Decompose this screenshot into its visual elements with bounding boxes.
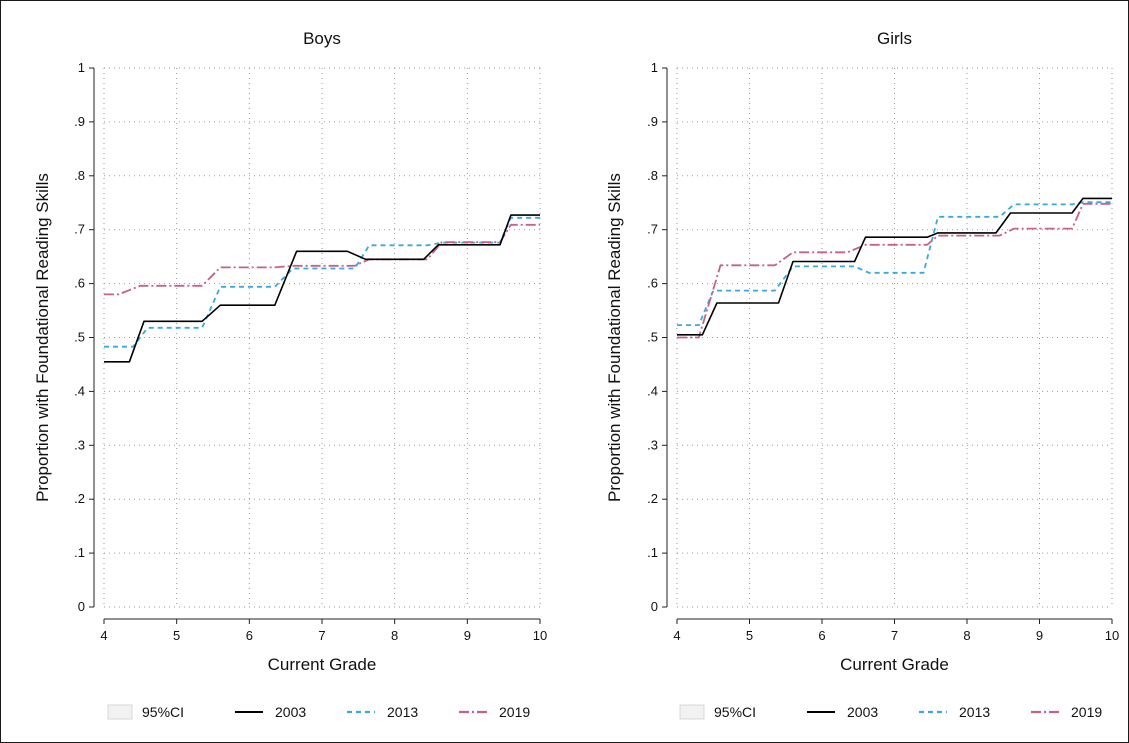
y-tick-label: .7: [647, 222, 658, 237]
legend-label: 2003: [275, 704, 306, 720]
y-tick-label: .6: [74, 276, 85, 291]
legend-label: 2019: [1071, 704, 1102, 720]
y-tick-label: .4: [647, 383, 658, 398]
y-tick-label: .4: [74, 383, 85, 398]
x-tick-label: 8: [963, 628, 970, 643]
x-tick-label: 4: [100, 628, 107, 643]
y-axis-title: Proportion with Foundational Reading Ski…: [33, 173, 52, 502]
x-tick-label: 10: [533, 628, 547, 643]
legend-label: 95%CI: [142, 704, 184, 720]
y-tick-label: .5: [74, 330, 85, 345]
series-line-2019: [104, 223, 540, 296]
x-tick-label: 7: [891, 628, 898, 643]
y-tick-label: 1: [78, 60, 85, 75]
y-tick-label: .2: [74, 491, 85, 506]
y-tick-label: .8: [74, 168, 85, 183]
series-line-2013: [677, 201, 1112, 327]
series-line-2003: [104, 214, 540, 363]
y-tick-label: .9: [74, 114, 85, 129]
y-tick-label: .3: [74, 437, 85, 452]
legend-label: 2013: [387, 704, 418, 720]
y-tick-label: .3: [647, 437, 658, 452]
series-line-2013: [104, 216, 540, 348]
legend-label: 2003: [847, 704, 878, 720]
y-axis-title: Proportion with Foundational Reading Ski…: [605, 173, 624, 502]
x-tick-label: 6: [246, 628, 253, 643]
x-tick-label: 5: [173, 628, 180, 643]
y-tick-label: 1: [651, 60, 658, 75]
legend-label: 2019: [499, 704, 530, 720]
y-tick-label: .1: [647, 545, 658, 560]
y-tick-label: .6: [647, 276, 658, 291]
chart-title: Girls: [877, 29, 912, 48]
x-tick-label: 4: [673, 628, 680, 643]
x-tick-label: 6: [818, 628, 825, 643]
legend-label: 2013: [959, 704, 990, 720]
panel-0: Boys 0 .1 .2 .3 .4 .5 .6 .7 .8 .9 1 4 5 6 7 8 9 10 Current …: [33, 29, 547, 720]
legend-label: 95%CI: [714, 704, 756, 720]
panel-1: Girls 0 .1 .2 .3 .4 .5 .6 .7 .8 .9 1 4 5 6 7 8 9 10 Current…: [605, 29, 1119, 720]
y-tick-label: .1: [74, 545, 85, 560]
x-tick-label: 10: [1105, 628, 1119, 643]
x-tick-label: 9: [464, 628, 471, 643]
x-axis-title: Current Grade: [268, 655, 377, 674]
series-line-2019: [677, 202, 1112, 339]
x-tick-label: 7: [318, 628, 325, 643]
x-tick-label: 9: [1036, 628, 1043, 643]
y-tick-label: 0: [651, 599, 658, 614]
x-tick-label: 8: [391, 628, 398, 643]
y-tick-label: .9: [647, 114, 658, 129]
y-tick-label: 0: [78, 599, 85, 614]
y-tick-label: .5: [647, 330, 658, 345]
legend-key-ci: [107, 704, 133, 720]
legend-key-ci: [679, 704, 705, 720]
x-axis-title: Current Grade: [840, 655, 949, 674]
y-tick-label: .7: [74, 222, 85, 237]
series-line-2003: [677, 197, 1112, 336]
y-tick-label: .2: [647, 491, 658, 506]
chart-title: Boys: [303, 29, 341, 48]
y-tick-label: .8: [647, 168, 658, 183]
x-tick-label: 5: [746, 628, 753, 643]
